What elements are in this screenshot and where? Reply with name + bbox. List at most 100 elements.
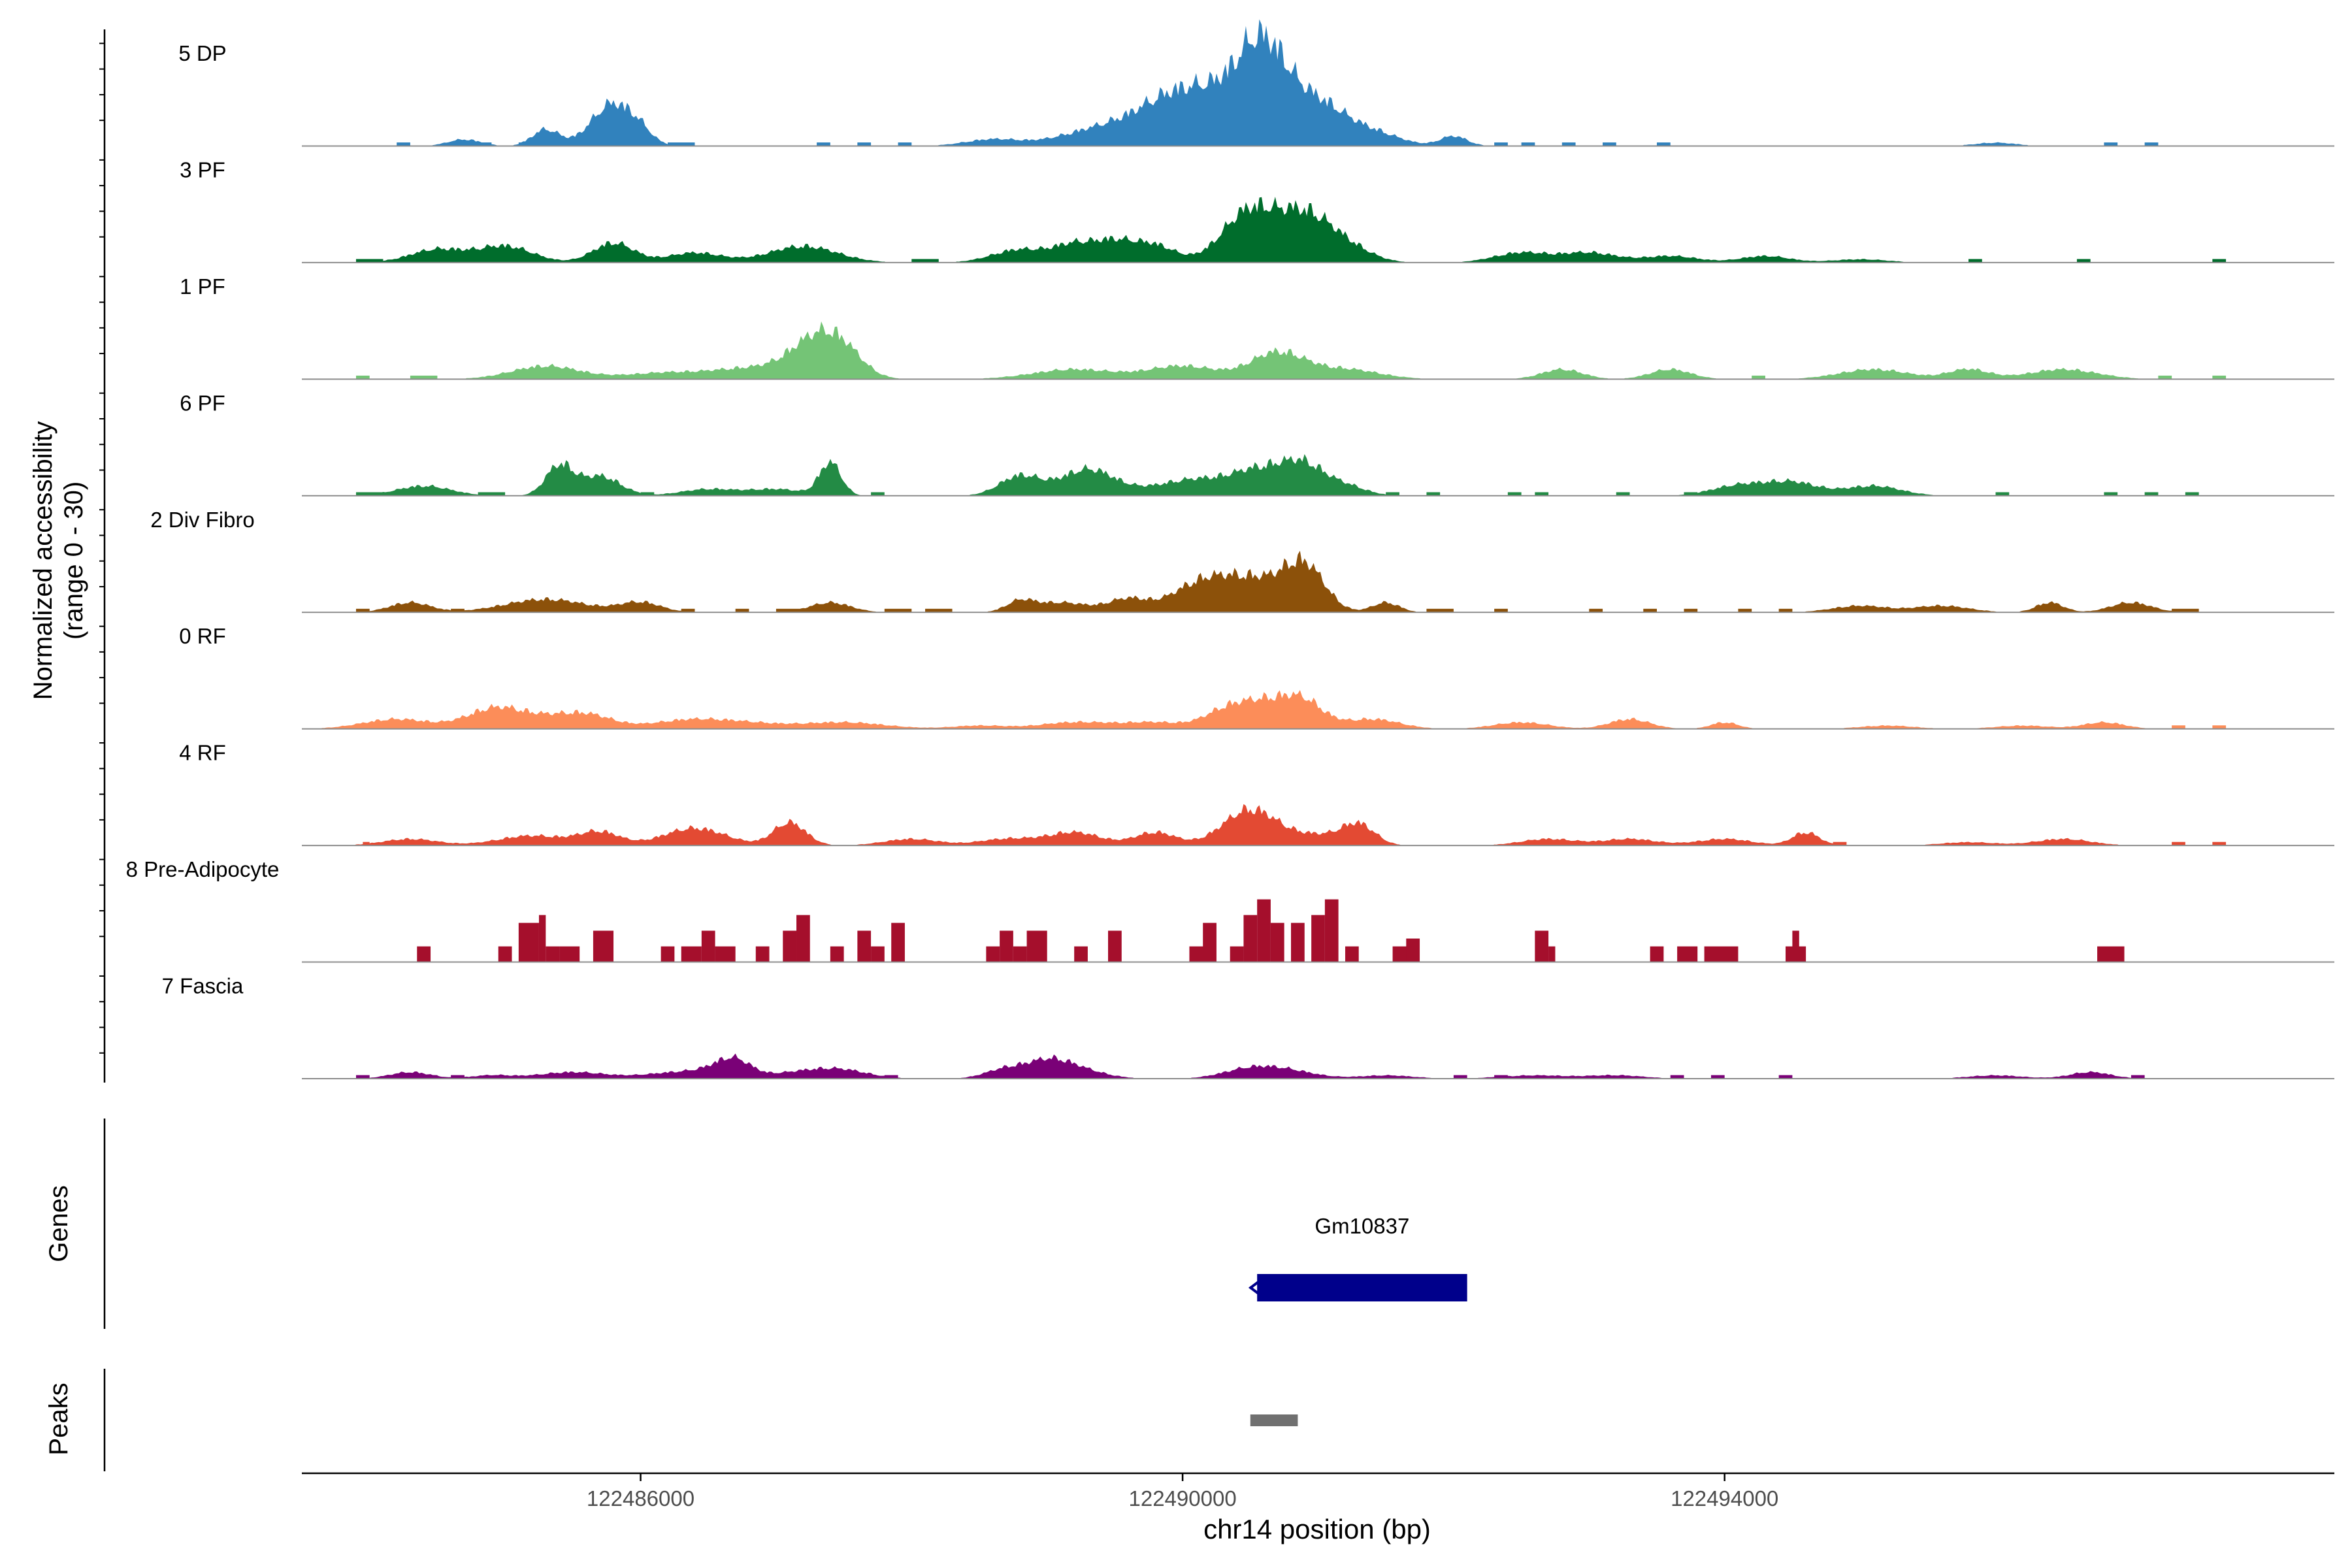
coverage-blip: [2172, 841, 2185, 846]
track: 1 PF: [180, 274, 2334, 380]
coverage-blip: [1603, 142, 1616, 146]
coverage-area: [302, 804, 2334, 846]
gene-panel: Genes Gm10837: [44, 1119, 1467, 1329]
track-label: 6 PF: [180, 391, 225, 415]
coverage-bar: [2097, 946, 2125, 962]
coverage-blip: [355, 375, 370, 380]
coverage-bar: [796, 915, 810, 962]
coverage-blip: [1494, 142, 1508, 146]
gene-strand-arrow: [1248, 1281, 1260, 1295]
coverage-blip: [423, 841, 438, 846]
coverage-blip: [911, 259, 939, 263]
coverage-area: [302, 197, 2334, 263]
coverage-blip: [478, 142, 492, 146]
coverage-blip: [654, 1075, 668, 1079]
coverage-bar: [755, 946, 770, 962]
coverage-bar: [857, 930, 872, 962]
coverage-bar: [661, 946, 675, 962]
coverage-area: [302, 551, 2334, 613]
coverage-blip: [2104, 142, 2118, 146]
coverage-blip: [898, 142, 912, 146]
coverage-blip: [2158, 375, 2172, 380]
coverage-blip: [1616, 492, 1630, 496]
coverage-bar: [830, 946, 844, 962]
coverage-blip: [2144, 492, 2159, 496]
coverage-blip: [2212, 841, 2227, 846]
coverage-bar: [1704, 946, 1739, 962]
coverage-blip: [2076, 259, 2091, 263]
peak-track-label: Peaks: [44, 1382, 73, 1455]
coverage-bar: [871, 946, 885, 962]
coverage-bar: [1677, 946, 1698, 962]
coverage-bar: [1650, 946, 1664, 962]
gene-track-label: Genes: [44, 1185, 73, 1262]
coverage-bar: [593, 930, 614, 962]
track: 0 RF: [179, 624, 2334, 730]
coverage-blip: [1778, 608, 1793, 613]
coverage-blip: [2212, 725, 2227, 729]
coverage-blip: [1778, 1075, 1793, 1079]
coverage-blip: [1833, 841, 1847, 846]
track-label: 3 PF: [180, 157, 225, 182]
coverage-blip: [1710, 1075, 1725, 1079]
coverage-bar: [559, 946, 580, 962]
coverage-bar: [986, 946, 1000, 962]
signal-y-axis-ticks: [99, 42, 105, 1054]
coverage-bar: [1548, 946, 1556, 962]
gene-label: Gm10837: [1315, 1214, 1409, 1238]
y-axis-label-line2: (range 0 - 30): [59, 482, 88, 640]
coverage-blip: [1521, 142, 1535, 146]
coverage-blip: [925, 608, 953, 613]
track-label: 7 Fascia: [162, 974, 244, 998]
coverage-blip: [2185, 492, 2199, 496]
track: 6 PF: [180, 391, 2334, 497]
coverage-blip: [1426, 492, 1441, 496]
coverage-bar: [1345, 946, 1359, 962]
coverage-blip: [410, 375, 438, 380]
coverage-blip: [2104, 492, 2118, 496]
coverage-blip: [355, 1075, 370, 1079]
y-axis-label-line1: Normalized accessibility: [29, 421, 57, 700]
track-label: 4 RF: [179, 741, 226, 765]
coverage-blip: [1386, 492, 1399, 496]
signal-tracks: 5 DP 3 PF 1 PF 6 PF 2 Div Fibro 0 RF 4 RF 8 Pre…: [126, 19, 2334, 1079]
coverage-blip: [1494, 1075, 1508, 1079]
coverage-area: [302, 1053, 2334, 1079]
coverage-bar: [1013, 946, 1027, 962]
coverage-blip: [1657, 142, 1671, 146]
track-label: 8 Pre-Adipocyte: [126, 857, 280, 881]
coverage-blip: [2144, 142, 2159, 146]
track-label: 5 DP: [178, 41, 226, 65]
coverage-area: [302, 454, 2334, 496]
track: 8 Pre-Adipocyte: [126, 857, 2334, 963]
track: 3 PF: [180, 157, 2334, 263]
x-tick-label: 122494000: [1671, 1486, 1778, 1511]
coverage-blip: [423, 1075, 438, 1079]
coverage-blip: [2131, 1075, 2145, 1079]
coverage-bar: [681, 946, 702, 962]
coverage-bar: [1000, 930, 1013, 962]
coverage-blip: [1507, 492, 1522, 496]
coverage-bar: [1243, 915, 1258, 962]
coverage-blip: [1426, 608, 1454, 613]
coverage-bar: [891, 923, 905, 962]
coverage-bar: [1792, 930, 1799, 962]
coverage-blip: [1589, 608, 1603, 613]
coverage-blip: [2212, 259, 2227, 263]
coverage-blip: [355, 492, 384, 496]
coverage-blip: [363, 841, 370, 846]
coverage-blip: [817, 142, 830, 146]
x-tick-label: 122490000: [1129, 1486, 1237, 1511]
coverage-blip: [355, 259, 384, 263]
coverage-bar: [417, 946, 431, 962]
coverage-blip: [1561, 142, 1576, 146]
coverage-bar: [1074, 946, 1088, 962]
coverage-bar: [538, 915, 546, 962]
coverage-blip: [1494, 608, 1508, 613]
coverage-blip: [478, 492, 506, 496]
coverage-bar: [783, 930, 797, 962]
coverage-blip: [397, 142, 410, 146]
track-label: 1 PF: [180, 274, 225, 299]
coverage-bar: [1270, 923, 1284, 962]
